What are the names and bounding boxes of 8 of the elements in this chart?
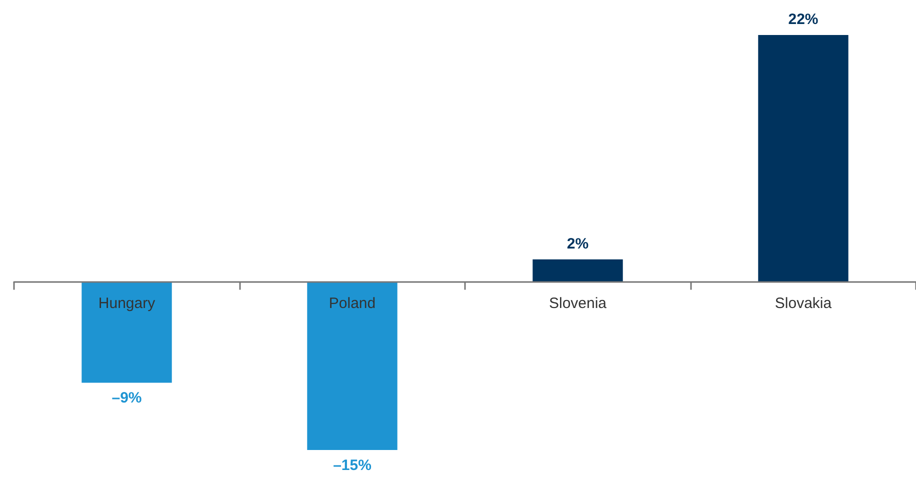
x-tick-label: Poland — [328, 294, 376, 312]
data-label: –9% — [112, 390, 142, 407]
x-tick-label: Hungary — [98, 294, 156, 312]
x-tick-label: Slovakia — [774, 294, 832, 312]
data-label: 22% — [788, 11, 818, 28]
data-label: –15% — [333, 457, 372, 474]
x-tick-label: Slovenia — [548, 294, 608, 312]
data-label: 2% — [566, 235, 589, 252]
